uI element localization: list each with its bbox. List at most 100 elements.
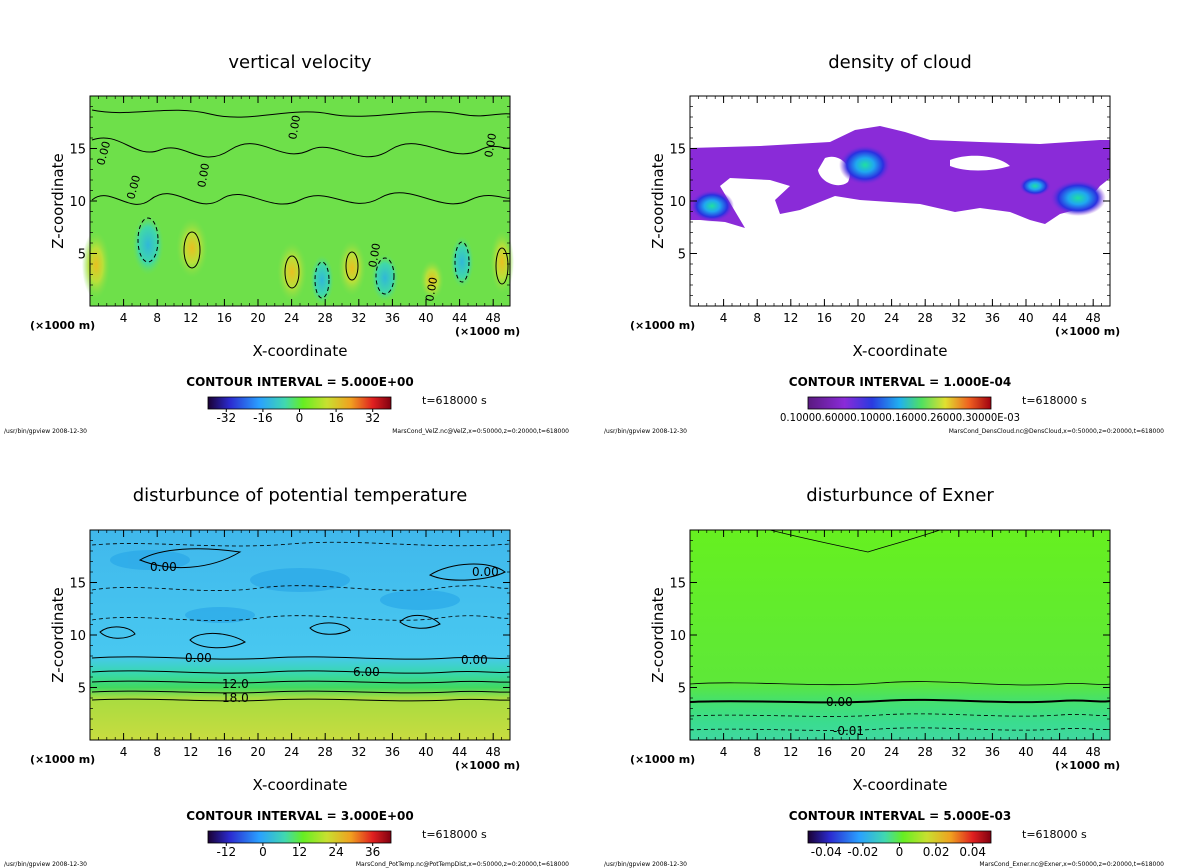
x-tick-label: 24 bbox=[284, 745, 299, 759]
x-tick-label: 16 bbox=[217, 311, 232, 325]
x-tick-label: 32 bbox=[951, 745, 966, 759]
colorbar-tick-label: 16 bbox=[328, 411, 343, 425]
cloud-dense-core bbox=[1050, 180, 1106, 216]
y-axis-label: Z-coordinate bbox=[49, 153, 67, 248]
footer-right: MarsCond_PotTemp.nc@PotTempDist,x=0:5000… bbox=[356, 861, 569, 868]
x-tick-label: 12 bbox=[783, 311, 798, 325]
y-tick-label: 5 bbox=[678, 248, 686, 263]
panel-title: disturbunce of Exner bbox=[806, 485, 994, 506]
x-tick-label: 28 bbox=[918, 311, 933, 325]
panel-title: vertical velocity bbox=[228, 52, 372, 73]
x-tick-label: 32 bbox=[951, 311, 966, 325]
colorbar bbox=[207, 396, 392, 410]
x-tick-label: 8 bbox=[753, 311, 761, 325]
x-unit-left: (×1000 m) bbox=[30, 753, 95, 766]
colorbar-ticks: -12 0 12 24 36 bbox=[216, 843, 380, 859]
y-axis-ticks: 5 10 15 bbox=[669, 540, 1110, 730]
colorbar bbox=[807, 396, 992, 410]
y-axis-ticks: 5 10 15 bbox=[69, 106, 510, 296]
contour-labels: 0.00 -0.01 bbox=[826, 695, 864, 738]
updraft-cell bbox=[490, 230, 514, 294]
colorbar-tick-label: 12 bbox=[292, 845, 307, 859]
plot-area: 0.00 -0.01 bbox=[689, 529, 1111, 741]
x-tick-label: 40 bbox=[1018, 311, 1033, 325]
colorbar-tick-label: 0.10000.60000.10000.16000.26000.30000E-0… bbox=[780, 411, 1020, 424]
contour-labels: 0.00 0.00 0.00 0.00 0.00 0.00 0.00 bbox=[94, 114, 499, 302]
contour-label: 6.00 bbox=[353, 665, 380, 679]
x-tick-label: 24 bbox=[884, 311, 899, 325]
x-tick-label: 4 bbox=[120, 311, 128, 325]
x-tick-label: 48 bbox=[1086, 745, 1101, 759]
colorbar-tick-label: -0.02 bbox=[847, 845, 878, 859]
colorbar-tick-label: 36 bbox=[365, 845, 380, 859]
plot-area bbox=[689, 95, 1111, 307]
contour-label: 0.00 bbox=[286, 114, 303, 140]
x-tick-label: 40 bbox=[418, 745, 433, 759]
time-label: t=618000 s bbox=[422, 394, 487, 407]
x-tick-label: 20 bbox=[850, 311, 865, 325]
time-label: t=618000 s bbox=[422, 828, 487, 841]
colorbar-tick-label: 32 bbox=[365, 411, 380, 425]
contour-label: 0.00 bbox=[826, 695, 853, 709]
x-axis-ticks: 4 8 12 16 20 24 28 32 36 40 44 48 bbox=[698, 530, 1102, 759]
panel-potential-temperature: disturbunce of potential temperature bbox=[4, 485, 569, 868]
x-tick-label: 40 bbox=[418, 311, 433, 325]
contour-label: 0.00 bbox=[150, 560, 177, 574]
footer-left: /usr/bin/gpview 2008-12-30 bbox=[604, 861, 687, 868]
colorbar bbox=[807, 830, 992, 844]
x-tick-label: 44 bbox=[452, 311, 467, 325]
contour-lines bbox=[91, 548, 511, 702]
x-axis-ticks: 4 8 12 16 20 24 28 32 36 40 44 48 bbox=[98, 96, 502, 325]
footer-left: /usr/bin/gpview 2008-12-30 bbox=[4, 428, 87, 435]
y-tick-label: 10 bbox=[69, 629, 86, 644]
x-tick-label: 16 bbox=[217, 745, 232, 759]
y-axis-label: Z-coordinate bbox=[649, 153, 667, 248]
downdraft-cell bbox=[371, 254, 399, 302]
panel-title: density of cloud bbox=[828, 52, 972, 73]
contour-interval: CONTOUR INTERVAL = 5.000E-03 bbox=[789, 809, 1011, 823]
y-tick-label: 10 bbox=[669, 629, 686, 644]
y-tick-label: 15 bbox=[69, 143, 86, 158]
x-unit-left: (×1000 m) bbox=[630, 753, 695, 766]
contour-interval: CONTOUR INTERVAL = 1.000E-04 bbox=[789, 375, 1011, 389]
contour-label: 0.00 bbox=[482, 132, 499, 158]
x-tick-label: 36 bbox=[985, 311, 1000, 325]
colorbar-ticks: -32 -16 0 16 32 bbox=[216, 409, 380, 425]
colorbar-tick-label: -0.04 bbox=[811, 845, 842, 859]
x-unit-right: (×1000 m) bbox=[455, 325, 520, 338]
x-tick-label: 24 bbox=[884, 745, 899, 759]
colorbar-tick-label: 0 bbox=[296, 411, 304, 425]
y-tick-label: 10 bbox=[69, 195, 86, 210]
x-tick-label: 48 bbox=[1086, 311, 1101, 325]
x-axis-ticks: 4 8 12 16 20 24 28 32 36 40 44 48 bbox=[698, 96, 1102, 325]
dashed-contour-lines bbox=[91, 541, 511, 621]
colorbar-tick-label: 0 bbox=[896, 845, 904, 859]
contour-label: 0.00 bbox=[472, 565, 499, 579]
y-tick-label: 15 bbox=[69, 577, 86, 592]
updraft-cell bbox=[420, 260, 444, 300]
x-tick-label: 4 bbox=[120, 745, 128, 759]
y-tick-label: 5 bbox=[78, 682, 86, 697]
x-tick-label: 8 bbox=[753, 745, 761, 759]
x-tick-label: 36 bbox=[985, 745, 1000, 759]
contour-label: 0.00 bbox=[124, 174, 143, 201]
x-axis-label: X-coordinate bbox=[253, 342, 348, 360]
downdraft-cell bbox=[310, 255, 334, 305]
y-axis-label: Z-coordinate bbox=[49, 587, 67, 682]
colorbar-tick-label: -16 bbox=[253, 411, 273, 425]
plot-background bbox=[690, 530, 1110, 740]
contour-lines bbox=[91, 109, 511, 289]
x-tick-label: 44 bbox=[452, 745, 467, 759]
cold-patches bbox=[110, 550, 460, 623]
cloud-dense-core bbox=[1019, 176, 1051, 196]
x-tick-label: 32 bbox=[351, 745, 366, 759]
cloud-layer bbox=[690, 126, 1110, 228]
x-unit-right: (×1000 m) bbox=[1055, 759, 1120, 772]
dashed-contour-lines bbox=[137, 217, 470, 299]
x-unit-left: (×1000 m) bbox=[30, 319, 95, 332]
x-tick-label: 48 bbox=[486, 745, 501, 759]
